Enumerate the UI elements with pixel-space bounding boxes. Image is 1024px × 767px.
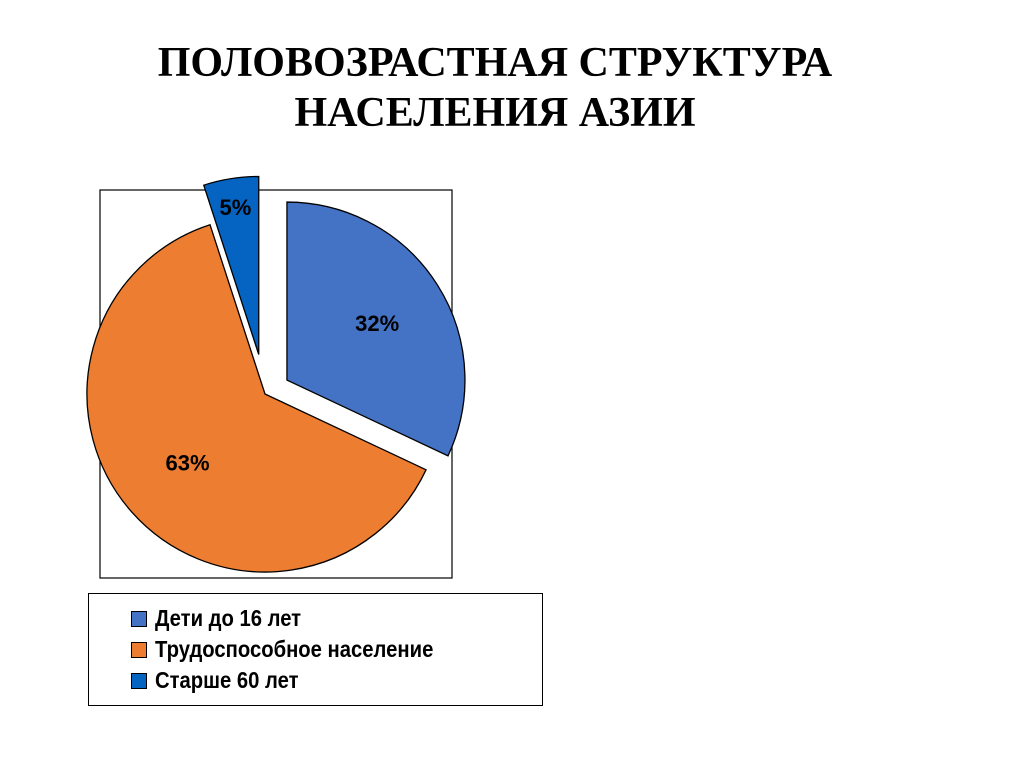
page-title: ПОЛОВОЗРАСТНАЯ СТРУКТУРА НАСЕЛЕНИЯ АЗИИ (0, 38, 990, 138)
legend-swatch-children (131, 610, 147, 627)
legend-swatch-over-60 (131, 672, 147, 689)
legend-label-working-age: Трудоспособное население (155, 636, 434, 662)
pie-slice-working-age (86, 223, 427, 573)
title-line-1: ПОЛОВОЗРАСТНАЯ СТРУКТУРА (157, 40, 833, 86)
legend-label-over-60: Старше 60 лет (155, 667, 299, 693)
legend-swatch-working-age (131, 641, 147, 658)
pie-slice-over-60 (202, 175, 260, 355)
pie-slices (86, 175, 466, 573)
pie-slice-children (286, 201, 466, 457)
chart-legend: Дети до 16 лет Трудоспособное население … (88, 593, 543, 706)
legend-item-children: Дети до 16 лет (131, 603, 542, 634)
legend-label-children: Дети до 16 лет (155, 605, 302, 631)
legend-item-over-60: Старше 60 лет (131, 665, 542, 696)
pie-data-labels: 32% 63% 5% (166, 195, 400, 475)
data-label-working-age: 63% (166, 450, 210, 475)
title-line-2: НАСЕЛЕНИЯ АЗИИ (294, 90, 696, 136)
legend-item-working-age: Трудоспособное население (131, 634, 542, 665)
data-label-children: 32% (355, 311, 399, 336)
data-label-over-60: 5% (219, 195, 251, 220)
